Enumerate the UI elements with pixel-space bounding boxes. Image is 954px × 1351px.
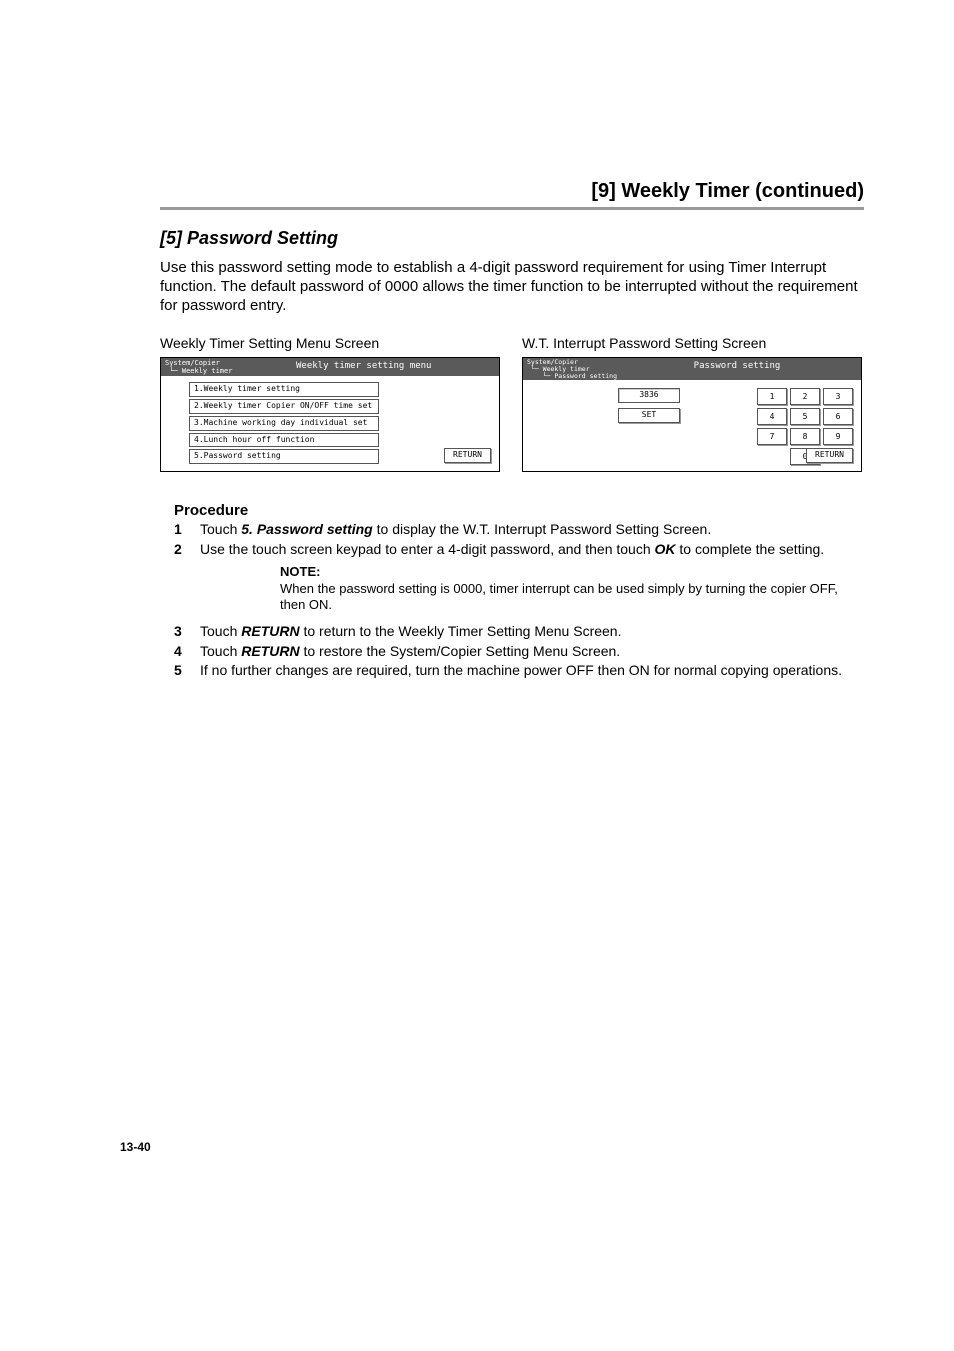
step-post: to display the W.T. Interrupt Password S… xyxy=(373,521,712,537)
note-block: NOTE: When the password setting is 0000,… xyxy=(280,564,864,613)
weekly-timer-menu-panel: System/Copier └─ Weekly timer Weekly tim… xyxy=(160,357,500,472)
key-8[interactable]: 8 xyxy=(790,428,820,445)
panel2-title: Password setting xyxy=(617,359,857,372)
key-7[interactable]: 7 xyxy=(757,428,787,445)
right-screen-label: W.T. Interrupt Password Setting Screen xyxy=(522,335,864,351)
step-text: Touch RETURN to return to the Weekly Tim… xyxy=(200,623,864,641)
set-button[interactable]: SET xyxy=(618,408,680,423)
key-2[interactable]: 2 xyxy=(790,388,820,405)
note-body: When the password setting is 0000, timer… xyxy=(280,581,864,614)
procedure-step-4: 4 Touch RETURN to restore the System/Cop… xyxy=(160,643,864,661)
password-display-area: 3836 SET xyxy=(531,388,737,468)
step-bold: RETURN xyxy=(241,623,299,639)
return-button[interactable]: RETURN xyxy=(444,448,491,463)
step-num: 1 xyxy=(160,521,200,539)
step-bold: 5. Password setting xyxy=(241,521,372,537)
screens-row: Weekly Timer Setting Menu Screen System/… xyxy=(160,335,864,472)
step-text: Touch RETURN to restore the System/Copie… xyxy=(200,643,864,661)
step-pre: Touch xyxy=(200,521,241,537)
keypad-row-1: 1 2 3 xyxy=(757,388,853,405)
procedure-step-2: 2 Use the touch screen keypad to enter a… xyxy=(160,541,864,559)
right-screen-column: W.T. Interrupt Password Setting Screen S… xyxy=(522,335,864,472)
step-num: 4 xyxy=(160,643,200,661)
panel2-header: System/Copier └─ Weekly timer └─ Passwor… xyxy=(523,358,861,380)
step-text: If no further changes are required, turn… xyxy=(200,662,864,680)
key-1[interactable]: 1 xyxy=(757,388,787,405)
step-text: Use the touch screen keypad to enter a 4… xyxy=(200,541,864,559)
page-number: 13-40 xyxy=(120,1140,864,1154)
step-text: Touch 5. Password setting to display the… xyxy=(200,521,864,539)
left-screen-label: Weekly Timer Setting Menu Screen xyxy=(160,335,502,351)
step-post: to restore the System/Copier Setting Men… xyxy=(300,643,621,659)
step-pre: Touch xyxy=(200,623,241,639)
step-num: 3 xyxy=(160,623,200,641)
key-5[interactable]: 5 xyxy=(790,408,820,425)
keypad-row-2: 4 5 6 xyxy=(757,408,853,425)
procedure-step-5: 5 If no further changes are required, tu… xyxy=(160,662,864,680)
page: [9] Weekly Timer (continued) [5] Passwor… xyxy=(0,0,954,1194)
step-pre: Use the touch screen keypad to enter a 4… xyxy=(200,541,655,557)
step-bold: RETURN xyxy=(241,643,299,659)
key-4[interactable]: 4 xyxy=(757,408,787,425)
step-num: 2 xyxy=(160,541,200,559)
menu-item-3[interactable]: 3.Machine working day individual set xyxy=(189,416,379,431)
step-pre: Touch xyxy=(200,643,241,659)
step-post: to complete the setting. xyxy=(676,541,825,557)
section-title: [9] Weekly Timer (continued) xyxy=(160,180,864,203)
password-display: 3836 xyxy=(618,388,680,403)
procedure-heading: Procedure xyxy=(174,502,864,519)
menu-item-4[interactable]: 4.Lunch hour off function xyxy=(189,433,379,448)
password-setting-panel: System/Copier └─ Weekly timer └─ Passwor… xyxy=(522,357,862,472)
procedure-list: 1 Touch 5. Password setting to display t… xyxy=(160,521,864,679)
procedure-step-1: 1 Touch 5. Password setting to display t… xyxy=(160,521,864,539)
key-9[interactable]: 9 xyxy=(823,428,853,445)
note-label: NOTE: xyxy=(280,564,864,580)
subsection-title: [5] Password Setting xyxy=(160,228,864,249)
menu-item-1[interactable]: 1.Weekly timer setting xyxy=(189,382,379,397)
key-6[interactable]: 6 xyxy=(823,408,853,425)
step-bold: OK xyxy=(655,541,676,557)
key-3[interactable]: 3 xyxy=(823,388,853,405)
procedure-step-3: 3 Touch RETURN to return to the Weekly T… xyxy=(160,623,864,641)
return-button-right[interactable]: RETURN xyxy=(806,448,853,463)
left-screen-column: Weekly Timer Setting Menu Screen System/… xyxy=(160,335,502,472)
panel-header: System/Copier └─ Weekly timer Weekly tim… xyxy=(161,358,499,376)
step-post: to return to the Weekly Timer Setting Me… xyxy=(300,623,622,639)
menu-item-5[interactable]: 5.Password setting xyxy=(189,449,379,464)
intro-paragraph: Use this password setting mode to establ… xyxy=(160,259,864,315)
keypad-row-3: 7 8 9 xyxy=(757,428,853,445)
breadcrumb-right: System/Copier └─ Weekly timer └─ Passwor… xyxy=(527,359,617,379)
step-pre: If no further changes are required, turn… xyxy=(200,662,842,678)
step-num: 5 xyxy=(160,662,200,680)
menu-item-2[interactable]: 2.Weekly timer Copier ON/OFF time set xyxy=(189,399,379,414)
section-title-wrap: [9] Weekly Timer (continued) xyxy=(160,180,864,210)
breadcrumb: System/Copier └─ Weekly timer xyxy=(165,360,232,375)
panel-title: Weekly timer setting menu xyxy=(232,360,495,372)
